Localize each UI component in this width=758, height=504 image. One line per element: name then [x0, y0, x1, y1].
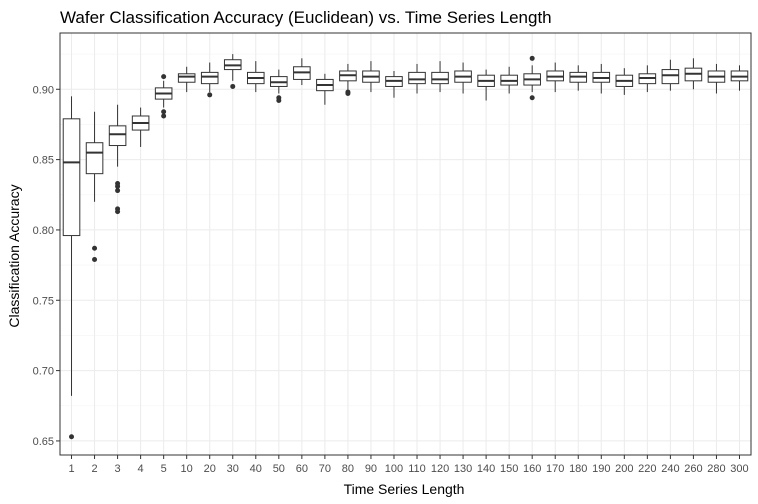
box-190: [592, 63, 611, 94]
box-120: [431, 61, 449, 93]
box-180: [569, 65, 588, 91]
x-tick-label: 40: [250, 463, 262, 475]
box-110: [408, 63, 426, 94]
box-220: [638, 65, 657, 93]
y-tick-label: 0.65: [33, 436, 54, 448]
outlier-point: [115, 183, 121, 189]
box-300: [730, 65, 749, 91]
box-iqr: [85, 142, 104, 175]
chart-title: Wafer Classification Accuracy (Euclidean…: [60, 8, 552, 27]
box-5: [154, 74, 173, 119]
box-iqr: [177, 73, 196, 83]
outlier-point: [161, 74, 167, 80]
box-iqr: [62, 118, 81, 237]
y-tick-label: 0.85: [33, 155, 54, 167]
box-2: [85, 111, 104, 262]
box-150: [500, 66, 518, 94]
y-tick-label: 0.80: [33, 225, 54, 237]
x-tick-label: 300: [730, 463, 748, 475]
box-60: [293, 58, 311, 86]
x-tick-label: 1: [68, 463, 74, 475]
box-170: [546, 62, 565, 93]
x-tick-label: 10: [181, 463, 193, 475]
x-tick-label: 150: [500, 463, 518, 475]
box-70: [316, 73, 334, 105]
box-200: [615, 68, 634, 95]
box-100: [385, 70, 403, 98]
x-tick-label: 200: [615, 463, 633, 475]
box-iqr: [108, 125, 127, 147]
outlier-point: [161, 113, 167, 119]
outlier-point: [230, 83, 236, 89]
box-280: [707, 63, 726, 94]
x-tick-label: 260: [684, 463, 702, 475]
box-160: [523, 55, 541, 101]
x-tick-label: 120: [431, 463, 449, 475]
outlier-point: [69, 434, 75, 440]
box-iqr: [431, 71, 449, 85]
x-axis-title: Time Series Length: [344, 481, 465, 497]
box-140: [477, 69, 495, 101]
x-tick-label: 110: [408, 463, 426, 475]
outlier-point: [161, 109, 167, 115]
box-3: [108, 104, 127, 215]
outlier-point: [345, 90, 351, 96]
x-tick-label: 4: [138, 463, 144, 475]
box-10: [177, 66, 196, 93]
x-tick-label: 80: [342, 463, 354, 475]
y-tick-label: 0.90: [33, 84, 54, 96]
outlier-point: [115, 209, 121, 215]
outlier-point: [207, 92, 213, 98]
x-axis: 1 2 3 4 5 10 20 30 40 50 60 70 80 90 100 110 120 130 140 15…: [68, 455, 749, 475]
outlier-point: [276, 98, 282, 104]
x-tick-label: 220: [638, 463, 656, 475]
outlier-point: [529, 55, 535, 61]
x-tick-label: 30: [227, 463, 239, 475]
x-tick-label: 180: [569, 463, 587, 475]
x-tick-label: 70: [319, 463, 331, 475]
box-90: [362, 61, 380, 93]
x-tick-label: 130: [454, 463, 472, 475]
box-130: [454, 62, 472, 94]
box-20: [200, 62, 219, 98]
outlier-point: [529, 95, 535, 101]
box-240: [661, 59, 680, 91]
x-tick-label: 5: [161, 463, 167, 475]
outlier-point: [92, 245, 98, 251]
x-tick-label: 50: [273, 463, 285, 475]
x-tick-label: 3: [115, 463, 121, 475]
box-260: [684, 58, 703, 90]
box-iqr: [200, 71, 219, 85]
box-iqr: [408, 71, 426, 85]
x-tick-label: 60: [296, 463, 308, 475]
box-80: [339, 63, 357, 96]
y-axis: 0.65 0.70 0.75 0.80 0.85 0.90: [33, 84, 60, 448]
x-tick-label: 160: [523, 463, 541, 475]
x-tick-label: 240: [661, 463, 679, 475]
box-4: [131, 107, 150, 147]
x-tick-label: 280: [707, 463, 725, 475]
x-tick-label: 170: [546, 463, 564, 475]
outlier-point: [92, 256, 98, 262]
y-axis-title: Classification Accuracy: [6, 184, 22, 327]
x-tick-label: 140: [477, 463, 495, 475]
x-tick-label: 20: [204, 463, 216, 475]
x-tick-label: 90: [365, 463, 377, 475]
x-tick-label: 2: [91, 463, 97, 475]
box-30: [223, 54, 242, 89]
x-tick-label: 100: [385, 463, 403, 475]
boxes: [62, 54, 749, 440]
x-tick-label: 190: [592, 463, 610, 475]
plot-panel-border: [59, 32, 752, 456]
outlier-point: [115, 188, 121, 194]
y-tick-label: 0.70: [33, 366, 54, 378]
box-1: [62, 96, 81, 440]
y-tick-label: 0.75: [33, 295, 54, 307]
box-40: [246, 61, 265, 93]
box-iqr: [661, 69, 680, 85]
box-50: [270, 69, 288, 104]
